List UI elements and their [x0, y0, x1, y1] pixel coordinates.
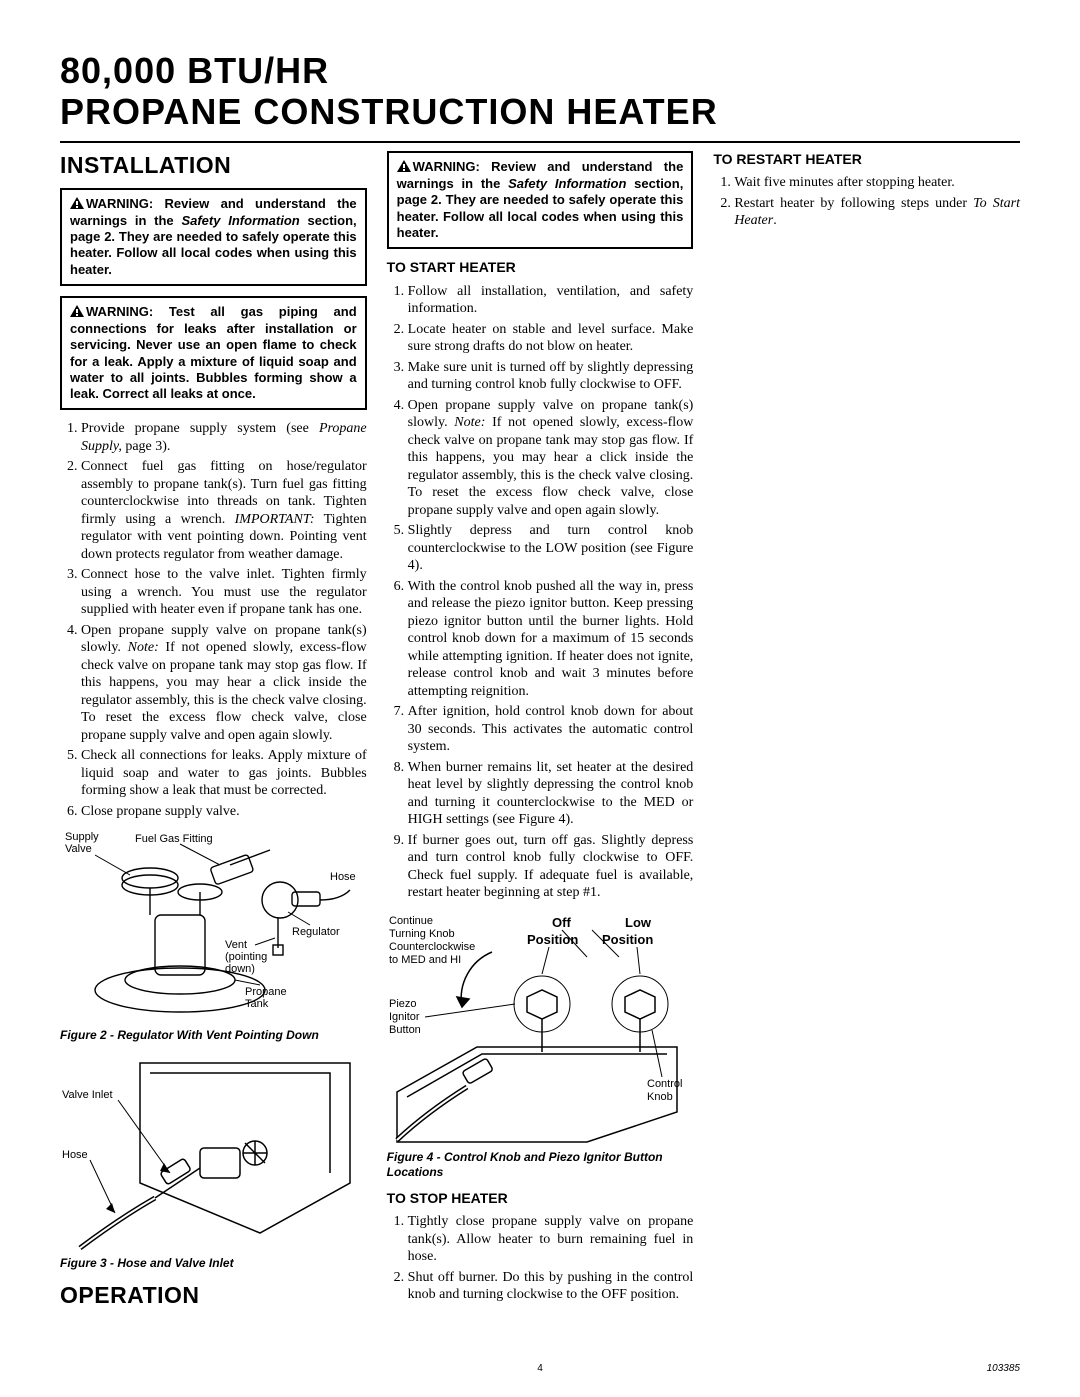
svg-text:Propane: Propane: [245, 986, 287, 998]
figure-2-svg: Supply Valve Fuel Gas Fitting Hose Vent …: [60, 830, 360, 1025]
svg-text:Off: Off: [552, 915, 571, 930]
svg-text:Tank: Tank: [245, 998, 269, 1010]
list-item: Make sure unit is turned off by slightly…: [408, 359, 694, 394]
svg-text:Low: Low: [625, 915, 652, 930]
warning-icon: [70, 305, 84, 321]
list-item: Locate heater on stable and level surfac…: [408, 321, 694, 356]
title-line-1: 80,000 BTU/HR: [60, 50, 329, 91]
svg-text:down): down): [225, 963, 255, 975]
svg-text:Hose: Hose: [62, 1149, 88, 1161]
list-item: Open propane supply valve on propane tan…: [81, 622, 367, 745]
svg-text:Supply: Supply: [65, 831, 99, 843]
restart-steps: Wait five minutes after stopping heater.…: [713, 174, 1020, 230]
figure-4-svg: Continue Turning Knob Counterclockwise t…: [387, 912, 687, 1147]
svg-text:Regulator: Regulator: [292, 926, 340, 938]
start-steps: Follow all installation, ventilation, an…: [387, 283, 694, 902]
svg-text:Control: Control: [647, 1078, 682, 1090]
list-item: When burner remains lit, set heater at t…: [408, 759, 694, 829]
warning-icon: [70, 197, 84, 213]
list-item: Wait five minutes after stopping heater.: [734, 174, 1020, 192]
svg-text:(pointing: (pointing: [225, 951, 267, 963]
warning-box-2: WARNING: Test all gas piping and connect…: [60, 296, 367, 411]
to-restart-heading: TO RESTART HEATER: [713, 151, 1020, 169]
warning-3-italic: Safety Information: [508, 176, 626, 191]
list-item: Check all connections for leaks. Apply m…: [81, 747, 367, 800]
operation-heading: OPERATION: [60, 1281, 367, 1310]
list-item: With the control knob pushed all the way…: [408, 578, 694, 701]
svg-text:Continue: Continue: [389, 915, 433, 927]
figure-2-caption: Figure 2 - Regulator With Vent Pointing …: [60, 1028, 367, 1043]
figure-3-caption: Figure 3 - Hose and Valve Inlet: [60, 1256, 367, 1271]
warning-icon: [397, 160, 411, 176]
manual-page: 80,000 BTU/HR PROPANE CONSTRUCTION HEATE…: [0, 0, 1080, 1397]
list-item: Open propane supply valve on propane tan…: [408, 397, 694, 520]
svg-text:Knob: Knob: [647, 1091, 673, 1103]
warning-box-3: WARNING: Review and understand the warni…: [387, 151, 694, 249]
to-stop-heading: TO STOP HEATER: [387, 1190, 694, 1208]
list-item: Connect hose to the valve inlet. Tighten…: [81, 566, 367, 619]
list-item: Slightly depress and turn control knob c…: [408, 522, 694, 575]
horizontal-rule: [60, 141, 1020, 143]
warning-box-1: WARNING: Review and understand the warni…: [60, 188, 367, 286]
warning-1-italic: Safety Information: [181, 213, 299, 228]
title-line-2: PROPANE CONSTRUCTION HEATER: [60, 91, 718, 132]
svg-text:Valve Inlet: Valve Inlet: [62, 1089, 113, 1101]
document-id: 103385: [987, 1363, 1020, 1376]
figure-4: Continue Turning Knob Counterclockwise t…: [387, 912, 694, 1180]
svg-text:Counterclockwise: Counterclockwise: [389, 941, 475, 953]
figure-3: Valve Inlet Hose Figure 3 - Hose and Val…: [60, 1053, 367, 1271]
installation-steps: Provide propane supply system (see Propa…: [60, 420, 367, 820]
warning-2-text: WARNING: Test all gas piping and connect…: [70, 304, 357, 401]
list-item: Follow all installation, ventilation, an…: [408, 283, 694, 318]
svg-text:Fuel Gas Fitting: Fuel Gas Fitting: [135, 833, 213, 845]
figure-3-svg: Valve Inlet Hose: [60, 1053, 360, 1253]
svg-text:Piezo: Piezo: [389, 998, 417, 1010]
to-start-heading: TO START HEATER: [387, 259, 694, 277]
content-columns: INSTALLATION WARNING: Review and underst…: [60, 151, 1020, 1316]
svg-text:Button: Button: [389, 1024, 421, 1036]
svg-text:Position: Position: [602, 932, 653, 947]
list-item: If burner goes out, turn off gas. Slight…: [408, 832, 694, 902]
list-item: Shut off burner. Do this by pushing in t…: [408, 1269, 694, 1304]
svg-text:Ignitor: Ignitor: [389, 1011, 420, 1023]
stop-steps: Tightly close propane supply valve on pr…: [387, 1213, 694, 1304]
list-item: Close propane supply valve.: [81, 803, 367, 821]
svg-text:Turning Knob: Turning Knob: [389, 928, 455, 940]
figure-4-caption: Figure 4 - Control Knob and Piezo Ignito…: [387, 1150, 694, 1180]
list-item: Tightly close propane supply valve on pr…: [408, 1213, 694, 1266]
list-item: Restart heater by following steps under …: [734, 195, 1020, 230]
svg-text:Valve: Valve: [65, 843, 92, 855]
page-title: 80,000 BTU/HR PROPANE CONSTRUCTION HEATE…: [60, 50, 1020, 133]
list-item: Provide propane supply system (see Propa…: [81, 420, 367, 455]
svg-text:Hose: Hose: [330, 871, 356, 883]
svg-text:to MED and HI: to MED and HI: [389, 954, 461, 966]
svg-text:Vent: Vent: [225, 939, 247, 951]
page-footer: 4 103385: [60, 1363, 1020, 1376]
list-item: Connect fuel gas fitting on hose/regulat…: [81, 458, 367, 563]
page-number: 4: [537, 1363, 543, 1376]
list-item: After ignition, hold control knob down f…: [408, 703, 694, 756]
installation-heading: INSTALLATION: [60, 151, 367, 180]
figure-2: Supply Valve Fuel Gas Fitting Hose Vent …: [60, 830, 367, 1043]
